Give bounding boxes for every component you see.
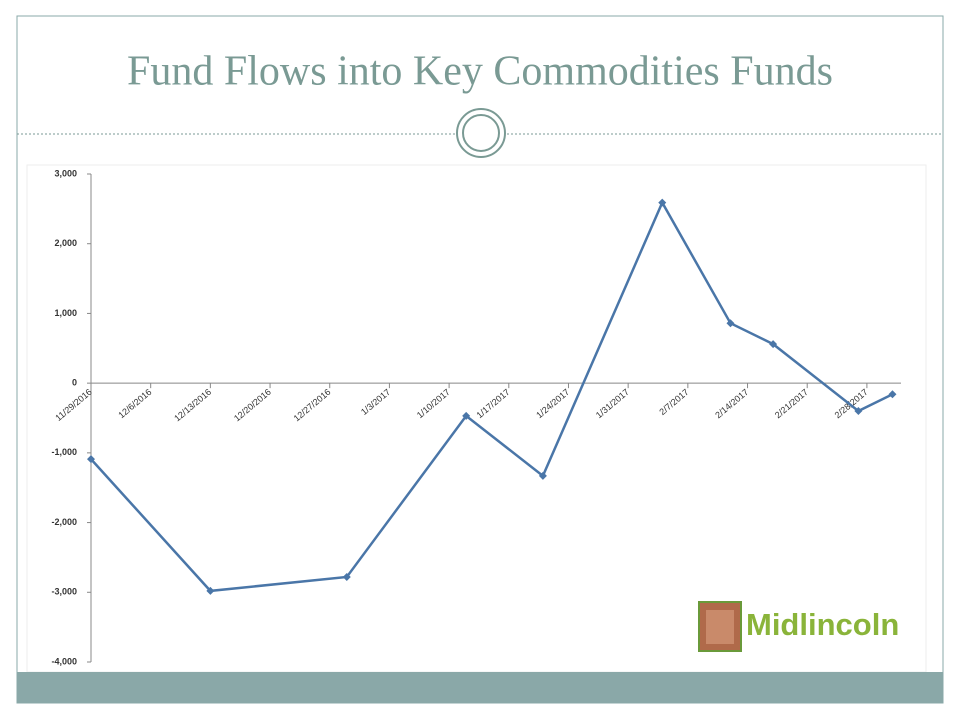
y-tick-label: 1,000 — [54, 308, 77, 318]
footer-band — [17, 672, 943, 703]
data-point — [462, 411, 471, 420]
y-tick-label: 3,000 — [54, 168, 77, 178]
data-point — [342, 572, 351, 581]
data-point — [87, 455, 95, 464]
data-point — [769, 340, 778, 349]
data-point — [538, 471, 547, 480]
data-point — [206, 586, 215, 595]
y-tick-label: -1,000 — [51, 447, 77, 457]
y-tick-label: -4,000 — [51, 656, 77, 666]
y-tick-label: 2,000 — [54, 238, 77, 248]
data-point — [888, 390, 897, 399]
data-point — [854, 407, 863, 416]
chart-panel — [26, 164, 927, 673]
logo-icon — [706, 610, 734, 644]
logo: Midlincoln — [698, 601, 899, 652]
data-point — [726, 319, 735, 328]
series-line — [90, 199, 894, 593]
y-tick-label: 0 — [72, 378, 77, 388]
logo-text: Midlincoln — [746, 607, 899, 642]
y-tick-label: -3,000 — [51, 587, 77, 597]
y-tick-label: -2,000 — [51, 517, 77, 527]
data-point — [658, 198, 667, 207]
slide-title: Fund Flows into Key Commodities Funds — [127, 49, 833, 95]
ornament — [462, 114, 500, 152]
